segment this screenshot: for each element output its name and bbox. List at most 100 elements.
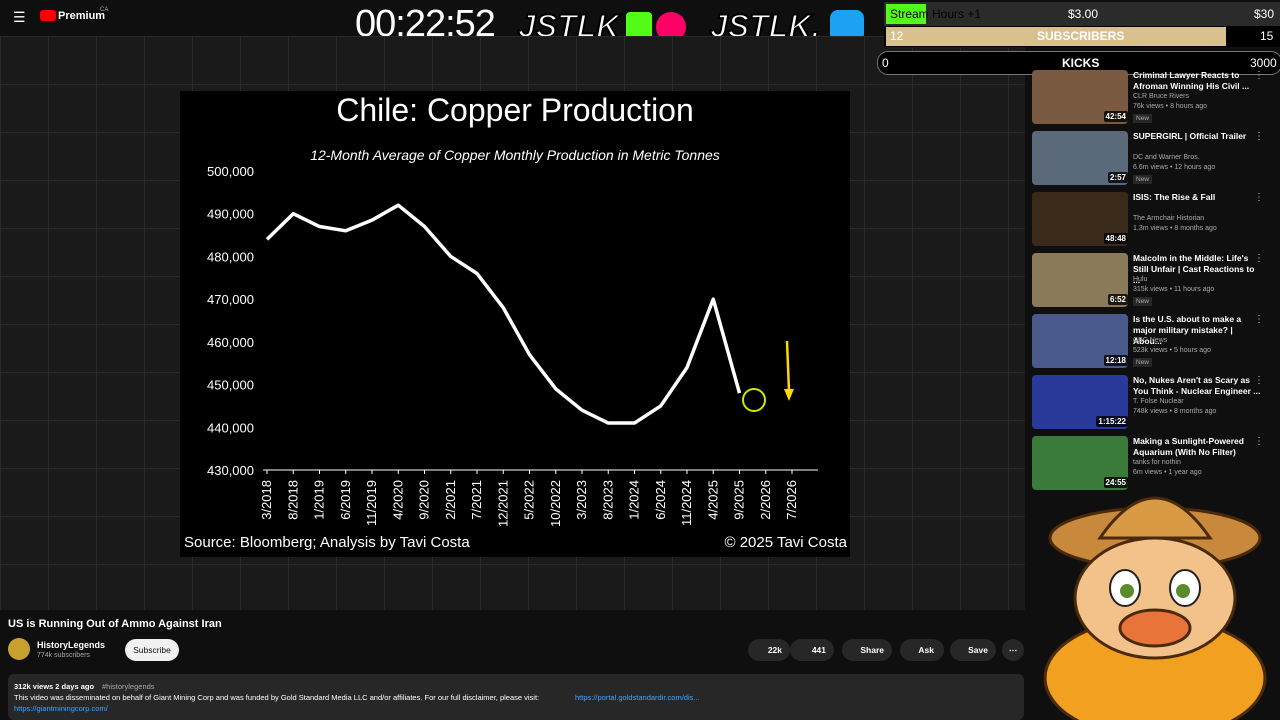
x-tick-label: 6/2024 [653, 480, 668, 520]
x-tick-label: 4/2025 [705, 480, 720, 520]
menu-icon[interactable]: ☰ [13, 9, 26, 25]
subs-progress [886, 27, 1226, 46]
hours-progress [886, 4, 926, 24]
channel-name: CLR Bruce Rivers [1133, 93, 1190, 100]
x-tick-label: 1/2019 [312, 480, 327, 520]
x-tick-label: 12/2021 [495, 480, 510, 527]
recommendation[interactable]: 48:48 ISIS: The Rise & Fall The Armchair H… [1032, 192, 1272, 248]
x-tick-label: 5/2022 [522, 480, 537, 520]
recommendation[interactable]: 1:15:22 No, Nukes Aren't as Scary as You … [1032, 375, 1272, 431]
video-meta: 523k views • 5 hours ago [1133, 347, 1211, 354]
x-tick-label: 2/2021 [443, 480, 458, 520]
more-menu[interactable]: ⋮ [1254, 192, 1264, 203]
x-tick-label: 11/2024 [679, 480, 694, 526]
more-button[interactable]: ⋯ [1002, 639, 1024, 661]
share-button[interactable]: Share [842, 639, 892, 661]
x-tick-label: 9/2025 [732, 480, 747, 520]
channel-name: The Armchair Historian [1133, 215, 1205, 222]
duration: 42:54 [1103, 111, 1128, 122]
subscribe-button[interactable]: Subscribe [125, 639, 179, 661]
y-tick-label: 490,000 [207, 207, 254, 222]
video-title: ISIS: The Rise & Fall [1133, 192, 1216, 202]
arrow-head [784, 389, 794, 401]
x-tick-label: 4/2020 [390, 480, 405, 520]
dislike-button[interactable]: 441 [790, 639, 834, 661]
y-tick-label: 500,000 [207, 164, 254, 179]
video-title: Criminal Lawyer Reacts to Afroman Winnin… [1133, 70, 1250, 91]
description: This video was disseminated on behalf of… [14, 693, 540, 702]
x-tick-label: 6/2019 [338, 480, 353, 520]
more-menu[interactable]: ⋮ [1254, 70, 1264, 81]
hours-bar [884, 2, 1280, 26]
badge: New [1133, 358, 1153, 367]
video-meta: 748k views • 8 months ago [1133, 408, 1217, 415]
disclaimer-link[interactable]: https://portal.goldstandardir.com/dis... [575, 693, 700, 702]
data-line [265, 203, 742, 425]
chart-copyright: © 2025 Tavi Costa [724, 534, 847, 551]
channel-name: CBC News [1133, 337, 1168, 344]
ask-button[interactable]: Ask [900, 639, 944, 661]
channel-name: T. Folse Nuclear [1133, 398, 1184, 405]
y-tick-label: 480,000 [207, 249, 254, 264]
recommendation[interactable]: 2:57 SUPERGIRL | Official Trailer DC and W… [1032, 131, 1272, 187]
more-menu[interactable]: ⋮ [1254, 253, 1264, 264]
more-menu[interactable]: ⋮ [1254, 375, 1264, 386]
country: CA [100, 7, 109, 13]
hours-label: Stream Hours +1 [890, 7, 982, 21]
kicks-label: KICKS [1062, 56, 1100, 70]
x-tick-label: 10/2022 [548, 480, 563, 527]
more-menu[interactable]: ⋮ [1254, 436, 1264, 447]
x-tick-label: 8/2023 [600, 480, 615, 520]
video-title: US is Running Out of Ammo Against Iran [8, 618, 222, 630]
video-meta: 315k views • 11 hours ago [1133, 286, 1215, 293]
logo[interactable]: Premium [58, 10, 106, 22]
x-tick-label: 2/2026 [758, 480, 773, 520]
recommendation[interactable]: 24:55 Making a Sunlight-Powered Aquarium … [1032, 436, 1272, 492]
logo-icon [40, 10, 56, 21]
kicks-current: 0 [882, 56, 889, 70]
channel-name[interactable]: HistoryLegends [37, 640, 106, 650]
subs-current: 12 [890, 29, 904, 43]
x-tick-label: 3/2018 [259, 480, 274, 520]
x-tick-label: 1/2024 [627, 480, 642, 520]
x-tick-label: 3/2023 [574, 480, 589, 520]
channel-name: tanks for nothin [1133, 459, 1181, 466]
recommendation[interactable]: 6:52 Malcolm in the Middle: Life's Still … [1032, 253, 1272, 309]
hashtag[interactable]: #historylegends [102, 682, 155, 691]
x-tick-label: 8/2018 [285, 480, 300, 520]
duration: 12:18 [1103, 355, 1128, 366]
channel-avatar[interactable] [8, 638, 30, 660]
kicks-goal: 3000 [1250, 56, 1277, 70]
x-tick-label: 9/2020 [417, 480, 432, 520]
x-tick-label: 7/2026 [784, 480, 799, 520]
channel-name: DC and Warner Bros. [1133, 154, 1200, 161]
subs-label: SUBSCRIBERS [1037, 29, 1125, 43]
y-tick-label: 440,000 [207, 420, 254, 435]
badge: New [1133, 175, 1153, 184]
arrow [785, 340, 791, 392]
y-tick-label: 460,000 [207, 335, 254, 350]
video-meta: 6m views • 1 year ago [1133, 469, 1202, 476]
duration: 48:48 [1103, 233, 1128, 244]
description-box[interactable] [8, 674, 1024, 720]
duration: 2:57 [1107, 172, 1128, 183]
channel-name: Hulu [1133, 276, 1148, 283]
like-button[interactable]: 22k [748, 639, 790, 661]
more-menu[interactable]: ⋮ [1254, 314, 1264, 325]
more-menu[interactable]: ⋮ [1254, 131, 1264, 142]
duration: 6:52 [1107, 294, 1128, 305]
recommendation[interactable]: 42:54 Criminal Lawyer Reacts to Afroman W… [1032, 70, 1272, 126]
video-meta: 6.6m views • 12 hours ago [1133, 164, 1216, 171]
video-title: No, Nukes Aren't as Scary as You Think -… [1133, 375, 1261, 396]
x-tick-label: 11/2019 [364, 480, 379, 526]
mascot [1043, 496, 1267, 720]
site-link[interactable]: https://giantminingcorp.com/ [14, 704, 108, 713]
duration: 24:55 [1103, 477, 1128, 488]
video-title: Making a Sunlight-Powered Aquarium (With… [1133, 436, 1244, 457]
save-button[interactable]: Save [950, 639, 996, 661]
hours-amount: $3.00 [1068, 7, 1099, 21]
y-tick-label: 470,000 [207, 292, 254, 307]
chart-background [180, 91, 850, 557]
recommendation[interactable]: 12:18 Is the U.S. about to make a major m… [1032, 314, 1272, 370]
